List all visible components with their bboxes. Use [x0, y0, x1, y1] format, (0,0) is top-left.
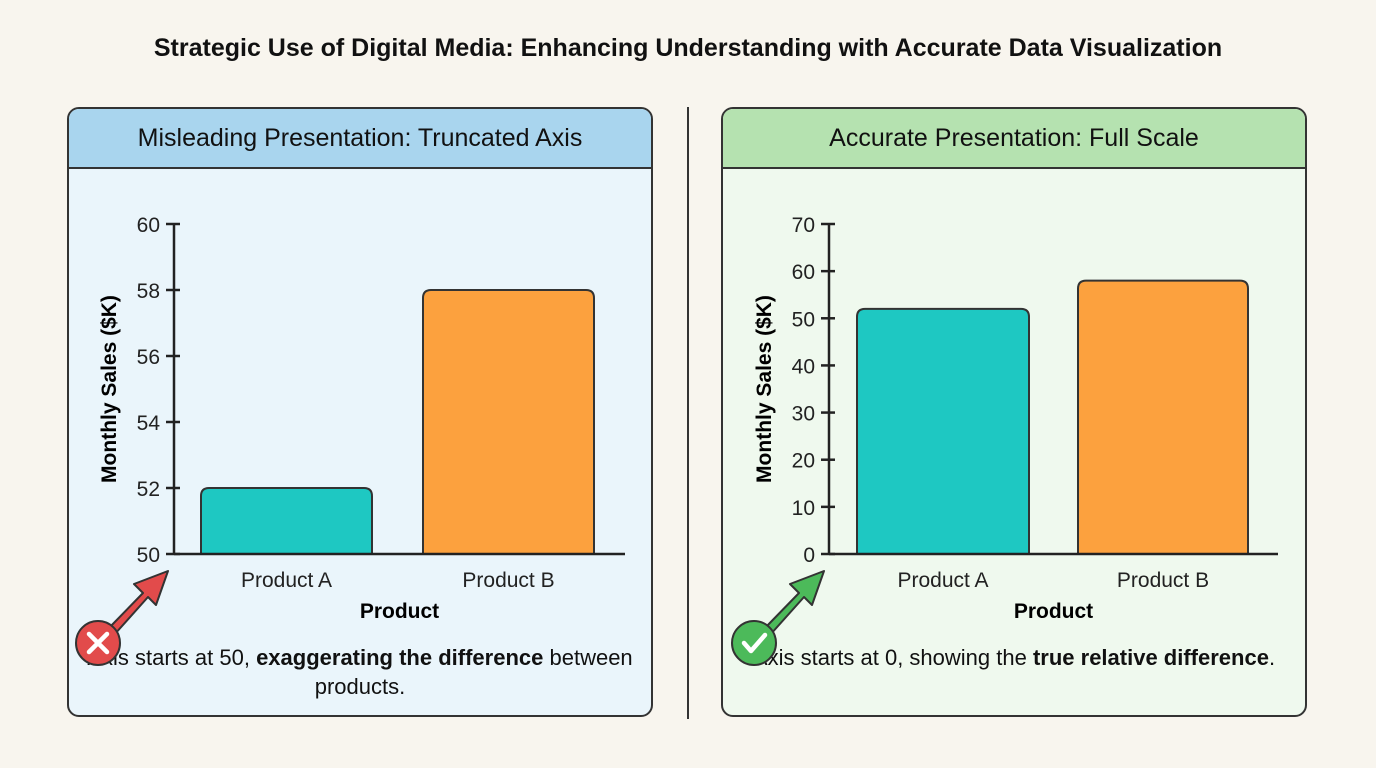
x-mark-glyph	[86, 631, 110, 655]
accurate-panel-header: Accurate Presentation: Full Scale	[723, 109, 1305, 169]
y-tick-label: 70	[792, 214, 815, 237]
check-mark-glyph	[741, 632, 768, 654]
x-axis-label: Product	[1014, 600, 1093, 623]
y-tick-label: 50	[792, 308, 815, 331]
bar-product-a	[856, 307, 1030, 554]
x-tick-label: Product A	[241, 569, 332, 592]
x-tick-label: Product B	[462, 569, 554, 592]
bar-product-b	[1077, 279, 1249, 554]
check-mark-icon	[731, 620, 777, 666]
bar-product-b	[422, 289, 595, 554]
y-tick-label: 56	[137, 346, 160, 369]
y-tick-label: 54	[137, 412, 161, 435]
divider	[687, 107, 689, 719]
misleading-panel-header: Misleading Presentation: Truncated Axis	[69, 109, 651, 169]
caption-text: .	[1268, 645, 1276, 670]
y-tick-label: 0	[803, 544, 815, 567]
y-tick-label: 10	[792, 497, 815, 520]
y-axis-label: Monthly Sales ($K)	[753, 295, 776, 483]
y-tick-label: 58	[137, 280, 160, 303]
y-tick-label: 40	[792, 355, 815, 378]
bar-product-a	[200, 487, 373, 554]
y-tick-label: 60	[137, 214, 160, 237]
y-tick-label: 20	[792, 450, 815, 473]
x-tick-label: Product A	[897, 569, 988, 592]
y-tick-label: 60	[792, 261, 815, 284]
arrow-icon	[107, 570, 169, 636]
x-axis-label: Product	[360, 600, 439, 623]
y-tick-label: 50	[137, 544, 160, 567]
y-tick-label: 30	[792, 403, 815, 426]
caption-emphasis: true relative difference	[1032, 645, 1269, 670]
accurate-caption: Axis starts at 0, showing the true relat…	[721, 643, 1307, 672]
y-tick-label: 52	[137, 478, 160, 501]
y-axis-label: Monthly Sales ($K)	[98, 295, 121, 483]
arrow-icon	[763, 570, 825, 636]
caption-text: between products.	[314, 645, 633, 699]
caption-text: Axis starts at 0, showing the	[752, 645, 1033, 670]
page-title: Strategic Use of Digital Media: Enhancin…	[153, 34, 1223, 62]
x-tick-label: Product B	[1117, 569, 1209, 592]
caption-emphasis: exaggerating the difference	[256, 645, 544, 670]
